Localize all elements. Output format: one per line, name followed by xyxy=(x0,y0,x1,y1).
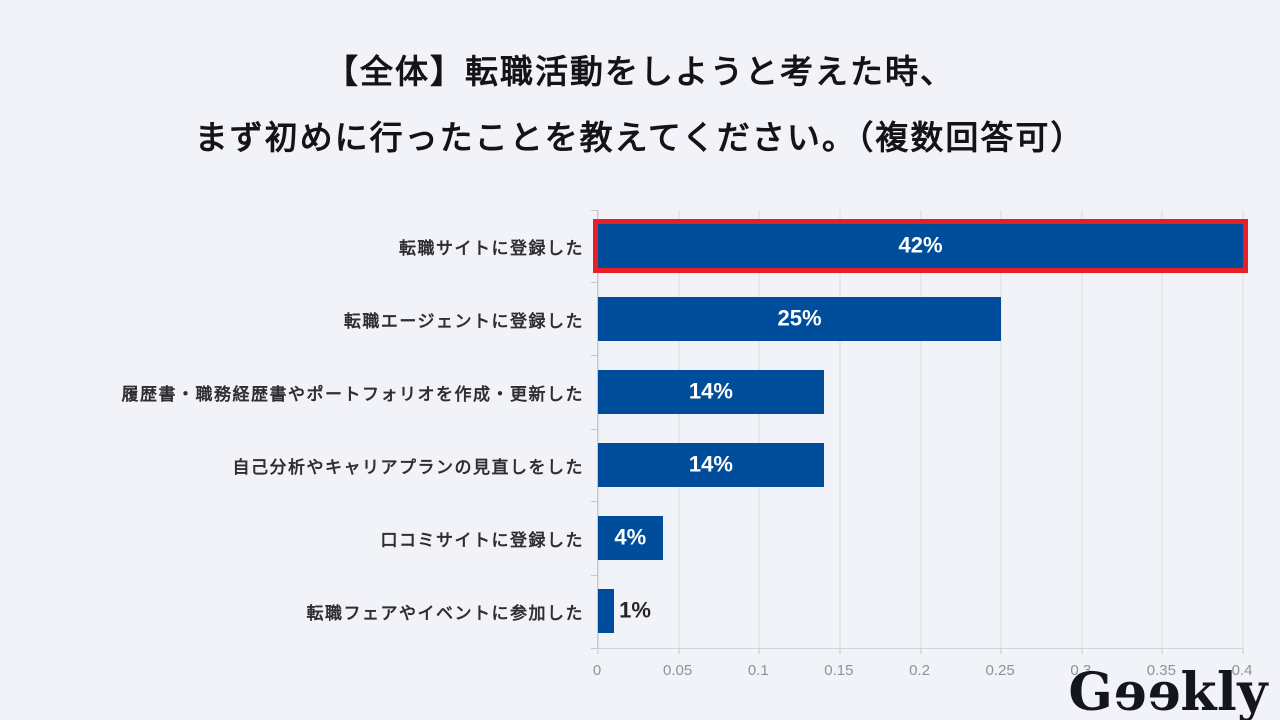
logo-letter-e1: e xyxy=(1113,662,1147,720)
bar-chart-plot-area: 42% 25% 14% 14% 4% 1% xyxy=(591,209,1248,654)
category-axis-tick xyxy=(591,428,598,430)
bar: 14% xyxy=(598,443,824,488)
bar: 25% xyxy=(598,297,1002,342)
gridline xyxy=(678,210,680,648)
category-label: 転職フェアやイベントに参加した xyxy=(306,603,584,623)
bar-value-label: 14% xyxy=(688,378,733,404)
x-tick-label: 0.15 xyxy=(824,662,854,679)
category-axis-tick xyxy=(591,209,598,211)
bar-row: 14% xyxy=(598,429,1243,502)
category-label: 転職エージェントに登録した xyxy=(343,311,584,331)
category-label: 口コミサイトに登録した xyxy=(380,530,584,550)
bar: 4% xyxy=(598,516,663,561)
bar-row: 25% xyxy=(598,283,1243,356)
category-axis-tick xyxy=(591,574,598,576)
x-tick-label: 0.05 xyxy=(663,662,693,679)
x-tick-label: 0.25 xyxy=(985,662,1015,679)
chart-title: 【全体】転職活動をしようと考えた時、 まず初めに行ったことを教えてください。（複… xyxy=(0,52,1280,158)
x-tick-label: 0.2 xyxy=(909,662,930,679)
category-label: 転職サイトに登録した xyxy=(399,238,584,258)
chart-title-line-1: 【全体】転職活動をしようと考えた時、 xyxy=(325,53,955,90)
axis-tick xyxy=(758,648,760,654)
x-tick-label: 0.4 xyxy=(1231,662,1253,679)
category-axis-tick xyxy=(591,355,598,357)
value-axis-zero-line xyxy=(597,210,599,648)
axis-tick xyxy=(678,648,680,654)
gridline xyxy=(920,210,921,648)
bar-row: 14% xyxy=(598,356,1243,429)
gridline xyxy=(758,210,760,648)
gridline xyxy=(1242,210,1244,648)
logo-letter-g: G xyxy=(1068,662,1114,720)
bar-row: 42% xyxy=(593,210,1248,283)
category-axis-tick xyxy=(591,501,598,503)
bar-value-label: 1% xyxy=(619,597,651,623)
x-tick-label: 0.3 xyxy=(1070,662,1092,679)
bar: 42% xyxy=(593,219,1248,274)
logo-letter-e2: e xyxy=(1146,662,1181,720)
category-axis-tick xyxy=(591,282,598,284)
x-tick-label: 0.1 xyxy=(747,662,769,679)
bar: 14% xyxy=(598,370,824,415)
axis-tick xyxy=(1000,648,1002,654)
gridline xyxy=(1081,210,1083,648)
axis-tick xyxy=(920,648,921,654)
axis-tick xyxy=(1242,648,1244,654)
bar xyxy=(598,589,615,634)
axis-tick xyxy=(839,648,841,654)
value-axis: 0 0.05 0.1 0.15 0.2 0.25 0.3 0.35 0.4 xyxy=(593,662,1253,686)
bar-row: 1% xyxy=(598,575,1243,648)
axis-tick xyxy=(1161,648,1163,654)
category-label: 履歴書・職務経歴書やポートフォリオを作成・更新した xyxy=(121,384,584,404)
axis-tick xyxy=(1081,648,1083,654)
x-tick-label: 0 xyxy=(592,662,602,679)
category-axis: 転職サイトに登録した転職エージェントに登録した履歴書・職務経歴書やポートフォリオ… xyxy=(0,210,584,648)
bar-value-label: 14% xyxy=(688,451,733,477)
bar-value-label: 25% xyxy=(777,305,822,331)
gridline xyxy=(839,210,841,648)
category-axis-tick xyxy=(591,647,598,649)
category-label: 自己分析やキャリアプランの見直しをした xyxy=(232,457,584,477)
bar-value-label: 4% xyxy=(614,524,647,550)
chart-title-line-2: まず初めに行ったことを教えてください。（複数回答可） xyxy=(194,119,1086,156)
logo-letters-kly: kly xyxy=(1180,662,1268,720)
gridline xyxy=(1000,210,1002,648)
axis-tick xyxy=(597,648,599,654)
geekly-logo: Geekly xyxy=(1068,662,1268,720)
gridline xyxy=(1161,210,1163,648)
bar-value-label: 42% xyxy=(898,232,943,258)
x-tick-label: 0.35 xyxy=(1146,662,1176,679)
bar-row: 4% xyxy=(598,502,1243,575)
